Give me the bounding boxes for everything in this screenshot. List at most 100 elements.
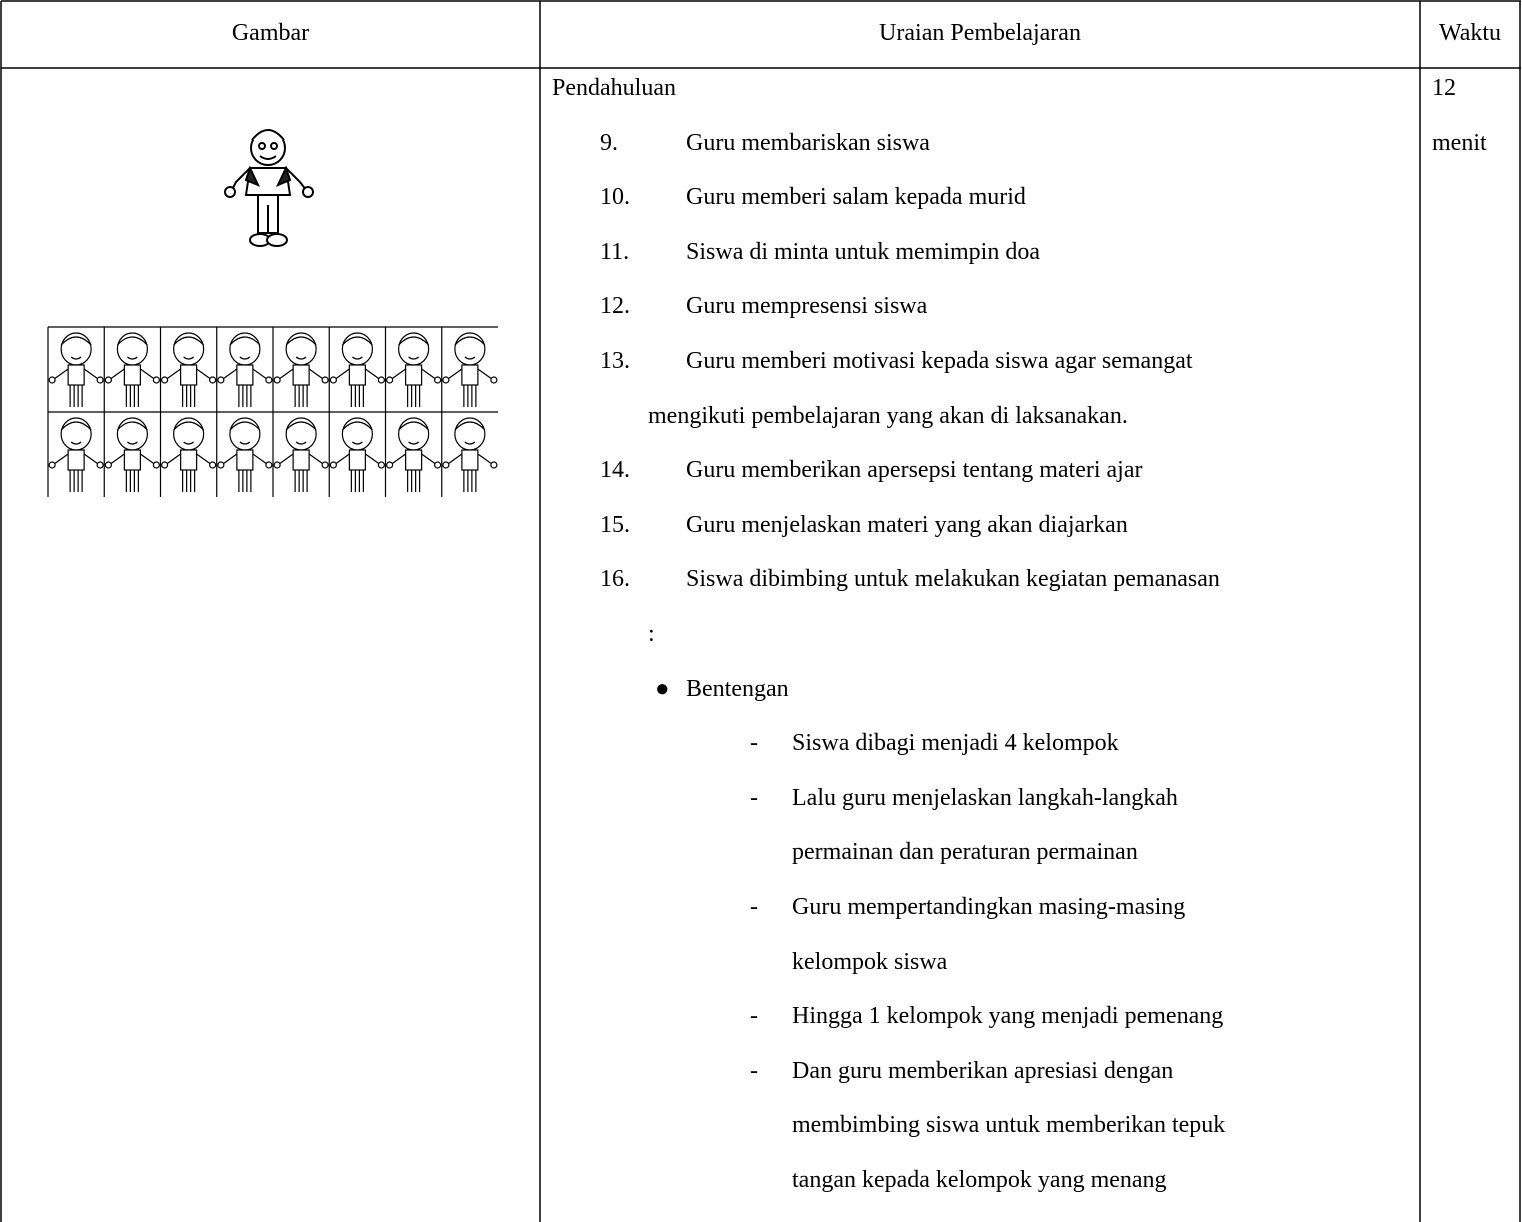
student-figure-part bbox=[236, 449, 254, 471]
student-figure-part bbox=[238, 470, 252, 492]
student-figure-part bbox=[67, 364, 85, 386]
student-figure-part bbox=[173, 421, 205, 431]
student-figure-part bbox=[434, 376, 442, 384]
step-text: tangan kepada kelompok yang menang bbox=[792, 1167, 1167, 1193]
student-figure-part bbox=[182, 470, 196, 492]
student-figure-part bbox=[166, 368, 211, 380]
item-number: 14. bbox=[600, 457, 630, 484]
student-figure-part bbox=[377, 376, 385, 384]
student-figure-part bbox=[125, 470, 139, 492]
student-figure-part bbox=[341, 417, 373, 451]
student-figure-part bbox=[182, 385, 196, 407]
student-figure-part bbox=[398, 332, 430, 366]
student-figure-part bbox=[217, 461, 225, 469]
student-figure-part bbox=[60, 336, 92, 346]
column-header: Waktu bbox=[1438, 20, 1502, 46]
student-figure-part bbox=[238, 385, 252, 407]
student-figure-part bbox=[278, 453, 324, 465]
student-figure-part bbox=[265, 461, 273, 469]
student-figure-part bbox=[454, 336, 486, 346]
student-figure-part bbox=[447, 368, 493, 380]
student-figure-part bbox=[386, 461, 394, 469]
student-figure-part bbox=[464, 441, 476, 445]
dash-marker: - bbox=[750, 1057, 758, 1084]
student-figure-part bbox=[463, 470, 477, 492]
student-figure-part bbox=[285, 336, 317, 346]
student-figure-part bbox=[239, 356, 251, 360]
student-figure-part bbox=[285, 421, 317, 431]
bullet-label: Bentengan bbox=[686, 675, 789, 702]
student-figure-part bbox=[408, 356, 419, 360]
student-figure-part bbox=[391, 368, 436, 380]
student-figure-part bbox=[116, 332, 148, 366]
student-figure-part bbox=[278, 368, 324, 380]
student-figure-part bbox=[350, 470, 364, 492]
time-text: 12 bbox=[1432, 75, 1456, 101]
student-figure-part bbox=[321, 461, 329, 469]
student-figure-part bbox=[335, 453, 380, 465]
student-figure-part bbox=[60, 417, 92, 451]
student-figure-part bbox=[53, 453, 99, 465]
step-text: kelompok siswa bbox=[792, 948, 948, 975]
student-figure-part bbox=[352, 441, 363, 445]
student-figure-part bbox=[67, 449, 85, 471]
student-figure-part bbox=[295, 356, 307, 360]
student-figure-part bbox=[329, 376, 337, 384]
item-number: 11. bbox=[600, 238, 630, 265]
student-figure-part bbox=[348, 364, 366, 386]
student-figure-part bbox=[341, 336, 373, 346]
item-text: mengikuti pembelajaran yang akan di laks… bbox=[648, 402, 1128, 429]
student-figure-part bbox=[434, 461, 442, 469]
student-figure-part bbox=[173, 336, 205, 346]
dash-marker: - bbox=[750, 1003, 758, 1030]
student-figure-part bbox=[447, 453, 493, 465]
student-figure-part bbox=[53, 368, 99, 380]
student-figure-part bbox=[110, 453, 155, 465]
student-figure-part bbox=[405, 449, 423, 471]
item-text: Guru memberi motivasi kepada siswa agar … bbox=[686, 348, 1193, 374]
student-figure-part bbox=[377, 461, 385, 469]
student-figure-part bbox=[463, 385, 477, 407]
student-figure-part bbox=[161, 376, 169, 384]
student-figure-part bbox=[127, 356, 138, 360]
student-figure-part bbox=[335, 368, 380, 380]
student-figure-part bbox=[104, 461, 112, 469]
student-figure-part bbox=[273, 461, 281, 469]
student-figure-part bbox=[209, 461, 217, 469]
student-figure-part bbox=[60, 421, 92, 431]
teacher-figure bbox=[224, 129, 314, 247]
step-text: Dan guru memberikan apresiasi dengan bbox=[792, 1057, 1174, 1084]
item-number: 9. bbox=[600, 129, 618, 156]
student-figure-part bbox=[127, 441, 138, 445]
student-figure-part bbox=[386, 376, 394, 384]
item-text: Siswa di minta untuk memimpin doa bbox=[686, 238, 1040, 265]
student-figure-part bbox=[294, 470, 308, 492]
item-text: Guru menjelaskan materi yang akan diajar… bbox=[686, 511, 1128, 538]
student-figure-part bbox=[96, 376, 104, 384]
student-figure-part bbox=[125, 385, 139, 407]
student-figure-part bbox=[229, 417, 261, 451]
time-text: menit bbox=[1432, 129, 1487, 156]
student-figure-part bbox=[294, 385, 308, 407]
student-figure-part bbox=[265, 376, 273, 384]
column-header: Gambar bbox=[231, 20, 310, 46]
item-number: 10. bbox=[600, 184, 630, 211]
student-figure-part bbox=[229, 421, 261, 431]
student-figure-part bbox=[490, 461, 498, 469]
student-figure-part bbox=[217, 376, 225, 384]
student-figure-part bbox=[116, 417, 148, 451]
student-figure-part bbox=[405, 364, 423, 386]
item-number: 12. bbox=[600, 293, 630, 320]
item-text: Guru membariskan siswa bbox=[686, 129, 930, 156]
item-text: Siswa dibimbing untuk melakukan kegiatan… bbox=[686, 566, 1220, 593]
student-figure-part bbox=[104, 376, 112, 384]
step-text: Lalu guru menjelaskan langkah-langkah bbox=[792, 784, 1178, 811]
student-figure-part bbox=[454, 332, 486, 366]
step-text: Guru mempertandingkan masing-masing bbox=[792, 894, 1186, 920]
step-text: membimbing siswa untuk memberikan tepuk bbox=[792, 1112, 1226, 1139]
step-text: Hingga 1 kelompok yang menjadi pemenang bbox=[792, 1003, 1224, 1030]
student-figure-part bbox=[341, 332, 373, 366]
student-figure-part bbox=[96, 461, 104, 469]
step-text: permainan dan peraturan permainan bbox=[792, 839, 1138, 866]
item-text: Guru memberikan apersepsi tentang materi… bbox=[686, 457, 1143, 484]
